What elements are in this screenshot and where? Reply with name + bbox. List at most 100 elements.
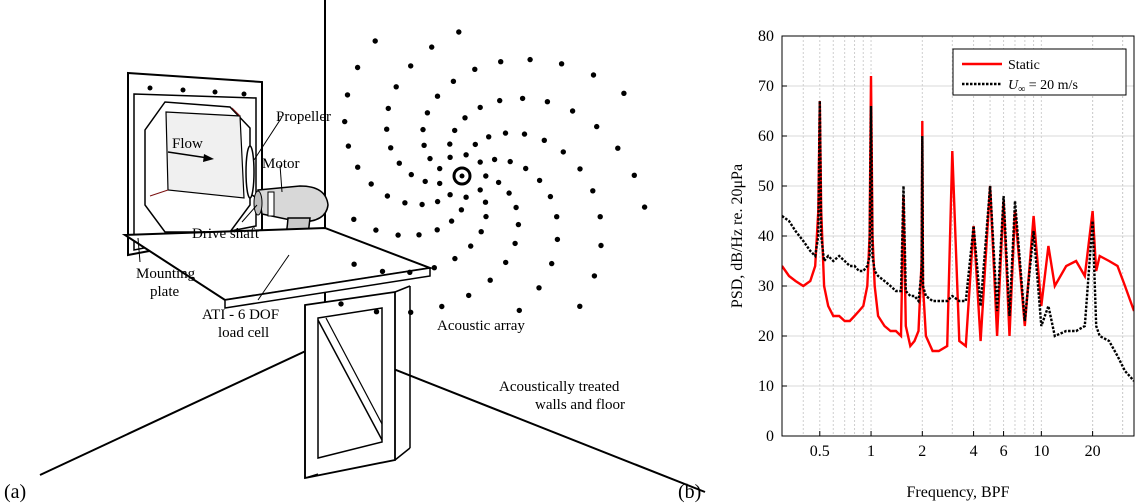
callout-shaft [241,204,258,223]
x-tick-label: 20 [1085,443,1101,460]
plate-edge [224,267,431,309]
array-center-inner [459,173,465,179]
microphone-dot [452,127,458,134]
microphone-dot [590,188,596,194]
microphone-dot [478,229,484,235]
frame-diagonal [325,317,383,425]
psd-chart: (b) 0.5 1 2 4 6 10 20 0 10 20 30 40 50 60 70 80 Frequen… [678,28,1135,503]
x-tick-label: 1 [867,443,875,460]
microphone-dot [515,221,522,228]
x-tick-label: 0.5 [810,443,830,460]
microphone-dot [407,269,413,275]
mounting-plate-label-1: Mounting [136,266,196,282]
microphone-dot [408,309,414,315]
microphone-dot [491,156,498,163]
legend-label-static: Static [1008,58,1040,73]
microphone-dot [344,92,351,98]
microphone-dot [450,78,457,85]
microphone-dot [577,166,583,172]
frame-bolt [180,87,186,93]
microphone-dot [519,95,526,102]
callout-propeller [253,116,283,161]
microphone-dot [368,181,374,187]
microphone-dot [354,64,361,71]
microphone-dot [439,303,445,310]
load-cell-label-2: load cell [218,325,269,341]
y-tick-label: 20 [758,328,774,345]
microphone-dot [477,187,483,193]
microphone-dot [482,199,489,205]
legend-label-u20: U∞ = 20 m/s [1008,78,1078,95]
panel-label-a: (a) [4,481,26,503]
microphone-dot [424,110,431,116]
microphone-dot [434,198,441,205]
walls-label-2: walls and floor [535,397,625,413]
flow-label: Flow [172,136,203,152]
frame-side [394,285,411,293]
microphone-dot [631,172,637,178]
y-tick-label: 60 [758,128,774,145]
microphone-dot [466,292,472,299]
mounting-plate-label-2: plate [150,284,179,300]
microphone-dot [516,307,522,314]
y-tick-label: 30 [758,278,774,295]
outlet-edge [149,189,169,197]
microphone-dot [429,44,435,50]
microphone-dot [437,165,443,172]
x-tick-label: 2 [918,443,926,460]
microphone-dot [547,193,554,200]
y-tick-label: 70 [758,78,774,95]
microphone-dot [458,207,465,213]
x-axis-label: Frequency, BPF [907,484,1010,501]
microphone-dot [554,214,560,220]
callout-motor [279,164,283,193]
microphone-dot [477,159,483,165]
microphone-dot [513,204,519,211]
y-tick-label: 50 [758,178,774,195]
y-tick-label: 40 [758,228,774,245]
microphone-dot [621,90,627,97]
microphone-dot [486,134,492,140]
microphone-dot [395,232,401,238]
microphone-dot [463,194,469,200]
microphone-dot [388,145,394,151]
microphone-dot [452,255,458,262]
microphone-dot [527,56,533,63]
microphone-dot [434,93,441,99]
microphone-dot [503,259,509,266]
microphone-dot [502,130,509,136]
chart-lines [782,75,1134,382]
microphone-dot [408,171,414,178]
microphone-dot [554,236,561,243]
microphone-dot [345,143,352,149]
acoustic-array [338,29,648,315]
load-cell-label-1: ATI - 6 DOF [202,307,279,323]
microphone-dot [507,158,513,165]
microphone-dot [594,123,600,130]
x-tick-label: 10 [1033,443,1049,460]
floor-line-left [39,341,326,476]
microphone-dot [462,115,468,121]
frame-front-inner [317,307,383,459]
microphone-dot [598,242,604,249]
series-line-static [782,75,1134,353]
outlet-edge [231,107,241,117]
frame-side [304,473,319,479]
propeller-label: Propeller [276,109,331,125]
microphone-dot [351,261,357,267]
frame-bolt [212,89,218,95]
microphone-dot [497,97,503,104]
y-tick-label: 80 [758,28,774,45]
y-axis-label: PSD, dB/Hz re. 20μPa [729,164,746,308]
frame-side [394,447,411,461]
walls-label-1: Acoustically treated [499,379,620,395]
microphone-dot [408,63,414,69]
x-tick-label: 6 [1000,443,1008,460]
microphone-dot [355,164,361,170]
microphone-dot [541,137,547,143]
callout-loadcell [257,254,290,301]
microphone-dot [597,214,603,220]
microphone-dot [521,131,528,137]
panel-label-b: (b) [678,481,701,503]
